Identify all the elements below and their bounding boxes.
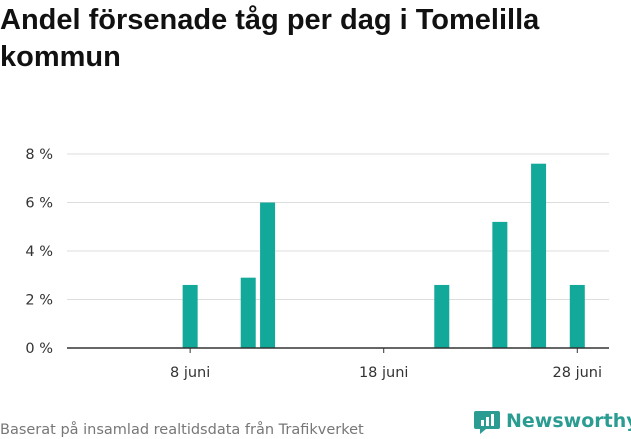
bar	[492, 221, 508, 348]
y-tick-label: 4 %	[25, 244, 53, 260]
newsworthy-logo-icon	[474, 411, 500, 434]
bar-chart: 0 % 2 % 4 % 6 % 8 % 8 juni 18 juni 28 juni	[25, 147, 609, 381]
bar	[182, 284, 198, 348]
x-tick-label: 8 juni	[170, 365, 210, 381]
y-tick-label: 0 %	[25, 341, 53, 357]
grid-lines	[67, 153, 609, 300]
bar	[260, 202, 276, 348]
brand-logo[interactable]: Newsworthy	[474, 408, 631, 434]
source-footnote: Baserat på insamlad realtidsdata från Tr…	[0, 422, 364, 438]
bars	[182, 163, 585, 348]
x-tick-label: 18 juni	[359, 365, 409, 381]
chart-title: Andel försenade tåg per dag i Tomelilla …	[0, 4, 540, 73]
bar	[569, 284, 585, 348]
bar	[240, 277, 256, 348]
bar	[531, 163, 547, 348]
y-tick-label: 6 %	[25, 196, 53, 212]
bar	[434, 284, 450, 348]
y-tick-label: 8 %	[25, 147, 53, 163]
y-tick-label: 2 %	[25, 293, 53, 309]
brand-name: Newsworthy	[506, 410, 631, 432]
axes: 0 % 2 % 4 % 6 % 8 % 8 juni 18 juni 28 juni	[25, 147, 609, 381]
x-tick-label: 28 juni	[553, 365, 603, 381]
